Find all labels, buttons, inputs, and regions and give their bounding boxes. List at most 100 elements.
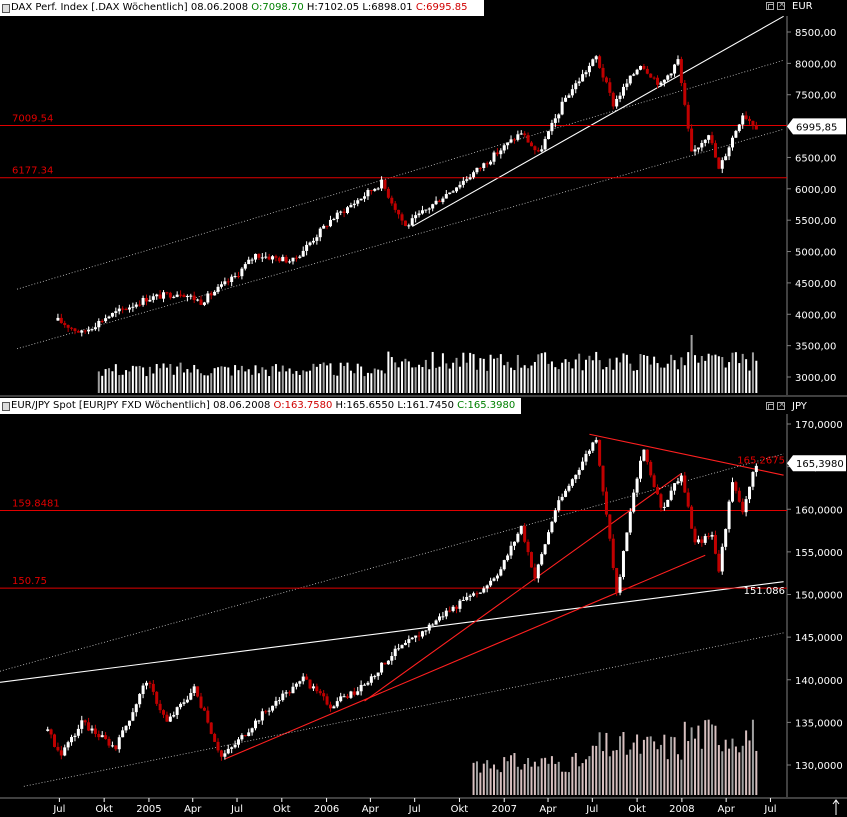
dax-candle-body — [519, 133, 523, 135]
eurjpy-candle-body — [656, 487, 660, 495]
eurjpy-candle-body — [587, 450, 591, 454]
dax-volume-bar — [544, 352, 547, 393]
eurjpy-candle-body — [311, 686, 315, 689]
eurjpy-candle-body — [247, 732, 251, 737]
dax-volume-bar — [165, 367, 168, 393]
dax-volume-bar — [326, 365, 329, 393]
eurjpy-candle-body — [730, 482, 734, 502]
dax-volume-bar — [741, 353, 744, 393]
dax-candle-body — [642, 65, 646, 69]
dax-volume-bar — [659, 367, 662, 393]
eurjpy-candle-body — [230, 747, 234, 749]
dax-candle-body — [748, 118, 752, 121]
dax-volume-bar — [186, 369, 189, 393]
eurjpy-candle-body — [342, 696, 346, 698]
dax-volume-bar — [639, 354, 642, 393]
eurjpy-candle-body — [121, 730, 125, 738]
dax-candle-body — [686, 104, 690, 129]
dax-volume-bar — [745, 359, 748, 393]
dax-candle-body — [727, 147, 731, 157]
dax-volume-bar — [435, 367, 438, 393]
eurjpy-candle-body — [185, 699, 189, 703]
eurjpy-candle-body — [100, 735, 104, 738]
eurjpy-candle-body — [489, 580, 493, 586]
dax-maximize-button[interactable] — [766, 2, 774, 10]
eurjpy-candle-body — [424, 630, 428, 632]
dax-volume-bar — [271, 366, 274, 393]
dax-candle-body — [230, 276, 234, 283]
dax-candle-body — [216, 286, 220, 292]
dax-candle-body — [526, 135, 530, 143]
dax-y-tick-label: 6500,00 — [795, 153, 836, 164]
eurjpy-candle-body — [264, 711, 268, 713]
eurjpy-candle-body — [710, 534, 714, 537]
dax-candle-body — [90, 329, 94, 331]
dax-candle-body — [56, 317, 60, 321]
dax-candle-body — [83, 330, 87, 332]
dax-volume-bar — [343, 366, 346, 393]
dax-candle-body — [131, 306, 135, 308]
eurjpy-volume-bar — [697, 725, 700, 795]
eurjpy-volume-bar — [561, 771, 564, 795]
eurjpy-candle-body — [288, 692, 292, 694]
eurjpy-volume-bar — [724, 739, 727, 795]
eurjpy-volume-bar — [513, 753, 516, 795]
dax-volume-bar — [571, 368, 574, 393]
dax-candle-body — [553, 118, 557, 123]
eurjpy-maximize-button[interactable] — [766, 402, 774, 410]
dax-candle-body — [226, 281, 230, 283]
eurjpy-candle-body — [56, 746, 60, 751]
dax-volume-bar — [711, 355, 714, 393]
dax-volume-bar — [424, 359, 427, 393]
eurjpy-volume-bar — [591, 745, 594, 795]
dax-volume-bar — [329, 363, 332, 393]
dax-volume-bar — [138, 365, 141, 393]
dax-candle-body — [322, 225, 326, 229]
eurjpy-candle-body — [87, 722, 91, 731]
dax-candle-body — [114, 311, 118, 313]
eurjpy-candle-body — [390, 656, 394, 661]
eurjpy-candle-body — [679, 475, 683, 482]
eurjpy-candle-body — [414, 635, 418, 638]
eurjpy-candle-body — [495, 575, 499, 579]
eurjpy-candle-body — [202, 707, 206, 711]
dax-volume-bar — [540, 353, 543, 393]
eurjpy-volume-bar — [550, 756, 553, 795]
dax-price-tag-label: 6995,85 — [796, 122, 837, 133]
dax-candle-body — [461, 180, 465, 185]
dax-candle-body — [199, 299, 203, 305]
dax-volume-bar — [370, 373, 373, 393]
eurjpy-volume-bar — [659, 744, 662, 795]
eurjpy-trendline — [0, 581, 784, 683]
dax-volume-bar — [653, 356, 656, 393]
dax-volume-bar — [724, 367, 727, 393]
dax-candle-body — [328, 219, 332, 227]
eurjpy-candle-body — [209, 722, 213, 734]
dax-volume-bar — [751, 352, 754, 393]
dax-volume-bar — [557, 369, 560, 393]
dax-volume-bar — [728, 362, 731, 393]
dax-volume-bar — [482, 358, 485, 393]
dax-volume-bar — [179, 362, 182, 393]
dax-currency-label: EUR — [792, 1, 813, 12]
eurjpy-candle-body — [652, 475, 656, 488]
eurjpy-symbol-name: EUR/JPY Spot [EURJPY FXD Wöchentlich] — [11, 400, 210, 411]
dax-candle-body — [63, 323, 67, 326]
dax-volume-bar — [217, 367, 220, 393]
dax-candle-body — [271, 256, 275, 260]
dax-candle-body — [468, 177, 472, 180]
dax-candle-body — [219, 284, 223, 287]
eurjpy-candle-body — [335, 701, 339, 707]
dax-candle-body — [80, 330, 84, 333]
scroll-up-arrow-icon — [832, 799, 840, 805]
dax-volume-bar — [666, 363, 669, 393]
dax-candle-body — [696, 147, 700, 150]
dax-candle-body — [369, 190, 373, 192]
eurjpy-close-button[interactable] — [777, 400, 786, 410]
dax-candle-body — [127, 307, 131, 310]
dax-volume-bar — [309, 370, 312, 393]
dax-close-button[interactable] — [777, 0, 786, 10]
eurjpy-candle-body — [277, 700, 281, 702]
eurjpy-candle-body — [666, 499, 670, 507]
